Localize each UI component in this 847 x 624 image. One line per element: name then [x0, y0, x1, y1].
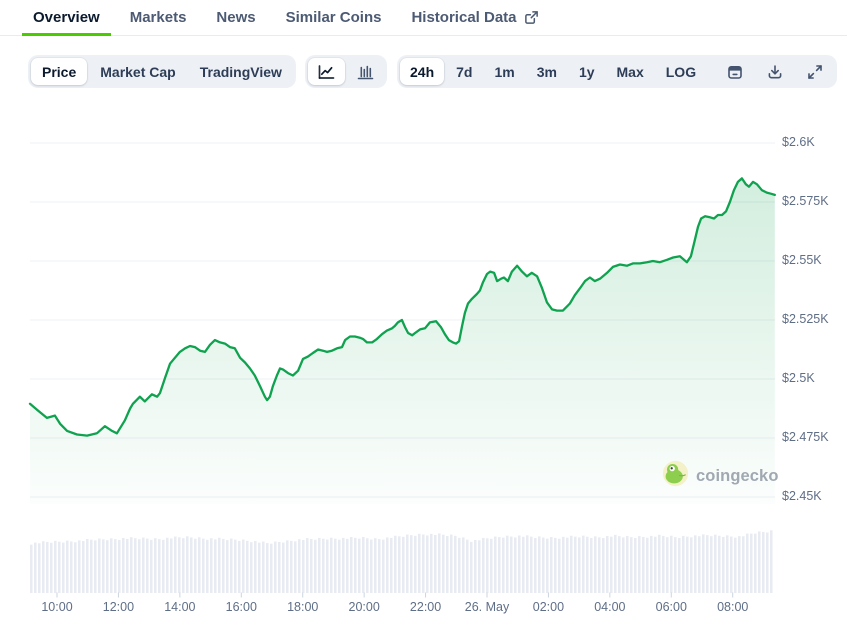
calendar-button[interactable]	[716, 58, 754, 85]
tab-markets[interactable]: Markets	[130, 0, 187, 35]
external-link-icon	[524, 10, 539, 25]
expand-icon	[806, 63, 824, 81]
tab-similar-coins-label: Similar Coins	[285, 9, 382, 26]
tab-news[interactable]: News	[216, 0, 255, 35]
price-button[interactable]: Price	[31, 58, 88, 85]
y-axis-label: $2.575K	[782, 194, 829, 208]
market-cap-button[interactable]: Market Cap	[89, 58, 186, 85]
x-axis-label: 22:00	[409, 600, 442, 614]
calendar-icon	[726, 63, 744, 81]
x-axis-label: 06:00	[655, 600, 687, 614]
line-chart-button[interactable]	[308, 58, 345, 85]
candlestick-icon	[355, 62, 376, 82]
x-axis-label: 14:00	[164, 600, 196, 614]
tab-markets-label: Markets	[129, 9, 187, 26]
y-axis-label: $2.45K	[782, 489, 822, 503]
x-axis-label: 12:00	[102, 600, 135, 614]
range-3m-button[interactable]: 3m	[527, 58, 567, 85]
line-chart-icon	[316, 62, 337, 82]
chart-type-group	[305, 55, 387, 88]
range-24h-button[interactable]: 24h	[400, 58, 445, 85]
x-axis-label: 10:00	[41, 600, 73, 614]
tab-historical-data-label: Historical Data	[411, 9, 517, 26]
price-chart-canvas	[28, 142, 776, 598]
fullscreen-button[interactable]	[796, 58, 834, 85]
x-axis-label: 26. May	[464, 600, 510, 614]
tab-overview-label: Overview	[33, 9, 100, 26]
x-axis-label: 08:00	[717, 600, 749, 614]
tab-similar-coins[interactable]: Similar Coins	[286, 0, 382, 35]
range-1y-button[interactable]: 1y	[569, 58, 605, 85]
range-1m-button[interactable]: 1m	[484, 58, 524, 85]
log-scale-button[interactable]: LOG	[656, 58, 706, 85]
tab-news-label: News	[216, 9, 256, 26]
tab-overview[interactable]: Overview	[22, 0, 111, 36]
tradingview-button[interactable]: TradingView	[189, 58, 293, 85]
y-axis-label: $2.475K	[782, 430, 829, 444]
coingecko-watermark: coingecko	[662, 460, 779, 492]
x-axis-label: 20:00	[348, 600, 380, 614]
x-axis-label: 16:00	[225, 600, 257, 614]
y-axis-label: $2.5K	[782, 371, 815, 385]
time-range-group: 24h 7d 1m 3m 1y Max LOG	[397, 55, 838, 88]
download-icon	[766, 63, 784, 81]
x-axis-label: 18:00	[287, 600, 319, 614]
metric-toggle-group: Price Market Cap TradingView	[28, 55, 296, 88]
candlestick-chart-button[interactable]	[347, 58, 384, 85]
download-button[interactable]	[756, 58, 794, 85]
range-max-button[interactable]: Max	[607, 58, 654, 85]
y-axis-label: $2.55K	[782, 253, 822, 267]
x-axis-label: 02:00	[532, 600, 565, 614]
tab-historical-data[interactable]: Historical Data	[411, 0, 538, 35]
range-7d-button[interactable]: 7d	[446, 58, 482, 85]
y-axis-label: $2.6K	[782, 135, 815, 149]
coingecko-watermark-text: coingecko	[696, 466, 779, 485]
y-axis-label: $2.525K	[782, 312, 829, 326]
tab-bar: Overview Markets News Similar Coins Hist…	[0, 0, 847, 36]
price-chart-area[interactable]: $2.6K $2.575K $2.55K $2.525K $2.5K $2.475K $2.…	[0, 100, 847, 624]
x-axis-label: 04:00	[594, 600, 626, 614]
coingecko-logo-icon	[662, 460, 689, 492]
